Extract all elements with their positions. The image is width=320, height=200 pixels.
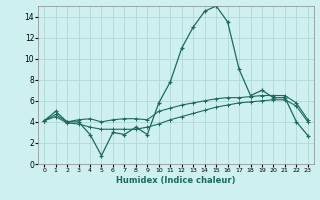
X-axis label: Humidex (Indice chaleur): Humidex (Indice chaleur)	[116, 176, 236, 185]
